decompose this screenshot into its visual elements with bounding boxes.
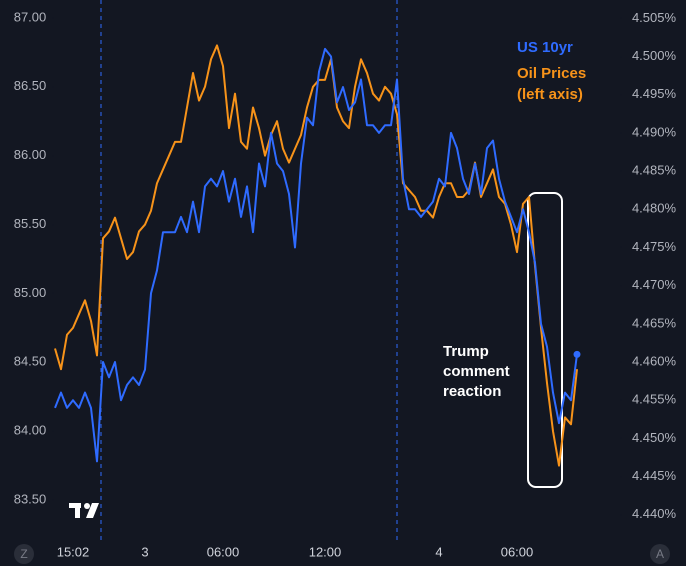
y2-tick-label: 4.480% bbox=[632, 201, 677, 216]
y-tick-label: 87.00 bbox=[14, 9, 47, 24]
legend-entry: Oil Prices (left axis) bbox=[517, 65, 587, 103]
y2-tick-label: 4.455% bbox=[632, 392, 677, 407]
y2-tick-label: 4.440% bbox=[632, 506, 677, 521]
x-tick-label: 3 bbox=[141, 544, 148, 559]
x-tick-label: 15:02 bbox=[57, 544, 90, 559]
highlight-box bbox=[527, 192, 563, 488]
x-tick-label: 4 bbox=[435, 544, 442, 559]
y2-tick-label: 4.465% bbox=[632, 315, 677, 330]
line-series bbox=[54, 44, 578, 467]
y2-tick-label: 4.485% bbox=[632, 163, 677, 178]
y2-tick-label: 4.450% bbox=[632, 430, 677, 445]
scale-button[interactable]: A bbox=[650, 544, 670, 564]
y-tick-label: 84.50 bbox=[14, 354, 47, 369]
y-tick-label: 83.50 bbox=[14, 491, 47, 506]
tv-logo bbox=[69, 503, 99, 518]
annotation: Trump comment reaction bbox=[443, 343, 510, 400]
last-point bbox=[573, 350, 581, 358]
y-tick-label: 85.50 bbox=[14, 216, 47, 231]
y2-tick-label: 4.475% bbox=[632, 239, 677, 254]
x-tick-label: 06:00 bbox=[501, 544, 534, 559]
legend-entry: US 10yr bbox=[517, 39, 573, 56]
x-tick-label: 06:00 bbox=[207, 544, 240, 559]
y-tick-label: 84.00 bbox=[14, 423, 47, 438]
scale-button[interactable]: Z bbox=[14, 544, 34, 564]
y-tick-label: 86.50 bbox=[14, 78, 47, 93]
y2-tick-label: 4.490% bbox=[632, 124, 677, 139]
y2-tick-label: 4.470% bbox=[632, 277, 677, 292]
y-tick-label: 85.00 bbox=[14, 285, 47, 300]
y-tick-label: 86.00 bbox=[14, 147, 47, 162]
y2-tick-label: 4.500% bbox=[632, 48, 677, 63]
y2-tick-label: 4.445% bbox=[632, 468, 677, 483]
y2-tick-label: 4.505% bbox=[632, 10, 677, 25]
x-tick-label: 12:00 bbox=[309, 544, 342, 559]
line-series bbox=[54, 47, 578, 463]
y2-tick-label: 4.460% bbox=[632, 353, 677, 368]
y2-tick-label: 4.495% bbox=[632, 86, 677, 101]
